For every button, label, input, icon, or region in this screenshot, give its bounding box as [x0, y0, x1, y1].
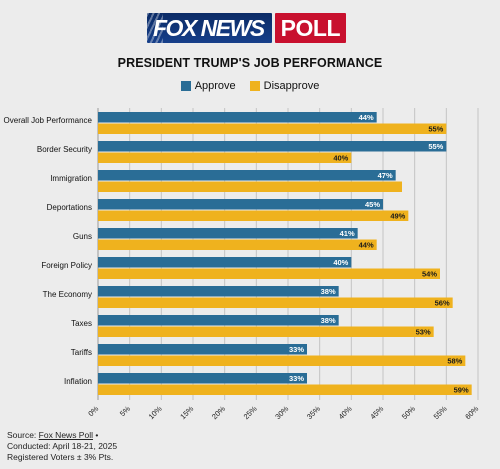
disapprove-data-label: 40% — [333, 154, 348, 163]
category-label: The Economy — [43, 290, 92, 299]
x-tick-label: 35% — [305, 404, 322, 421]
x-tick-label: 5% — [118, 404, 132, 418]
approve-bar — [98, 257, 352, 268]
legend-swatch-approve — [180, 81, 191, 91]
approve-data-label: 33% — [289, 345, 304, 354]
category-label: Overall Job Performance — [4, 116, 93, 125]
approve-data-label: 38% — [321, 316, 336, 325]
approve-data-label: 47% — [378, 171, 393, 180]
approve-data-label: 55% — [428, 142, 443, 151]
disapprove-bar — [98, 239, 377, 250]
disapprove-data-label: 53% — [416, 328, 431, 337]
approve-data-label: 38% — [321, 287, 336, 296]
x-tick-label: 25% — [242, 404, 259, 421]
x-tick-label: 55% — [432, 404, 449, 421]
disapprove-data-label: 58% — [447, 357, 462, 366]
approve-bar — [98, 228, 358, 239]
approve-data-label: 44% — [359, 113, 374, 122]
x-tick-label: 15% — [178, 404, 195, 421]
source-line: Source: Fox News Poll • — [7, 430, 117, 441]
approve-bar — [98, 315, 339, 326]
approve-bar — [98, 141, 447, 152]
x-tick-label: 20% — [210, 404, 227, 421]
disapprove-data-label: 56% — [435, 299, 450, 308]
disapprove-bar — [98, 355, 466, 366]
sample-note: Registered Voters ± 3% Pts. — [7, 452, 114, 462]
category-label: Border Security — [37, 145, 92, 154]
poll-text: POLL — [280, 14, 341, 41]
conducted-dates: Conducted: April 18-21, 2025 — [7, 441, 118, 451]
fox-news-text: FOX NEWS — [153, 14, 265, 41]
disapprove-bar — [98, 384, 472, 395]
approve-bar — [98, 199, 383, 210]
disapprove-bar — [98, 210, 409, 221]
legend-swatch-disapprove — [249, 81, 260, 91]
chart-title: PRESIDENT TRUMP'S JOB PERFORMANCE — [117, 56, 383, 70]
source-suffix: • — [92, 430, 99, 440]
category-label: Deportations — [47, 203, 92, 212]
source-note: Source: Fox News Poll • Conducted: April… — [7, 430, 117, 463]
disapprove-bar — [98, 326, 434, 337]
searchlight-icon — [147, 13, 163, 43]
approve-bar — [98, 170, 396, 181]
approve-bar — [98, 344, 307, 355]
category-label: Tariffs — [71, 348, 92, 357]
approve-data-label: 40% — [333, 258, 348, 267]
category-label: Inflation — [64, 377, 92, 386]
source-prefix: Source: — [7, 430, 39, 440]
approve-data-label: 45% — [365, 200, 380, 209]
disapprove-data-label: 59% — [454, 386, 469, 395]
x-tick-label: 30% — [273, 404, 290, 421]
x-tick-label: 60% — [463, 404, 480, 421]
disapprove-bar — [98, 181, 402, 192]
chart-legend: Approve Disapprove — [0, 80, 500, 92]
disapprove-bar — [98, 123, 447, 134]
approve-bar — [98, 286, 339, 297]
poll-badge: POLL — [274, 13, 347, 43]
approve-data-label: 33% — [289, 374, 304, 383]
disapprove-bar — [98, 268, 440, 279]
fox-news-wordmark: FOX NEWS — [147, 13, 272, 43]
disapprove-data-label: 55% — [428, 125, 443, 134]
category-label: Foreign Policy — [41, 261, 92, 270]
source-link[interactable]: Fox News Poll — [38, 430, 93, 440]
disapprove-data-label: 49% — [390, 212, 405, 221]
fox-news-poll-logo: FOX NEWS POLL — [147, 13, 347, 43]
approve-bar — [98, 112, 377, 123]
x-tick-label: 40% — [337, 404, 354, 421]
x-tick-label: 50% — [400, 404, 417, 421]
legend-label-disapprove: Disapprove — [263, 80, 320, 92]
disapprove-data-label: 54% — [422, 270, 437, 279]
disapprove-bar — [98, 297, 453, 308]
approve-data-label: 41% — [340, 229, 355, 238]
legend-item-approve: Approve — [180, 80, 236, 92]
legend-label-approve: Approve — [194, 80, 236, 92]
approve-bar — [98, 373, 307, 384]
x-tick-label: 10% — [147, 404, 164, 421]
x-tick-label: 45% — [368, 404, 385, 421]
disapprove-bar — [98, 152, 352, 163]
x-tick-label: 0% — [86, 404, 100, 418]
category-label: Taxes — [71, 319, 92, 328]
category-label: Guns — [73, 232, 92, 241]
disapprove-data-label: 44% — [359, 241, 374, 250]
category-label: Immigration — [50, 174, 92, 183]
legend-item-disapprove: Disapprove — [249, 80, 320, 92]
